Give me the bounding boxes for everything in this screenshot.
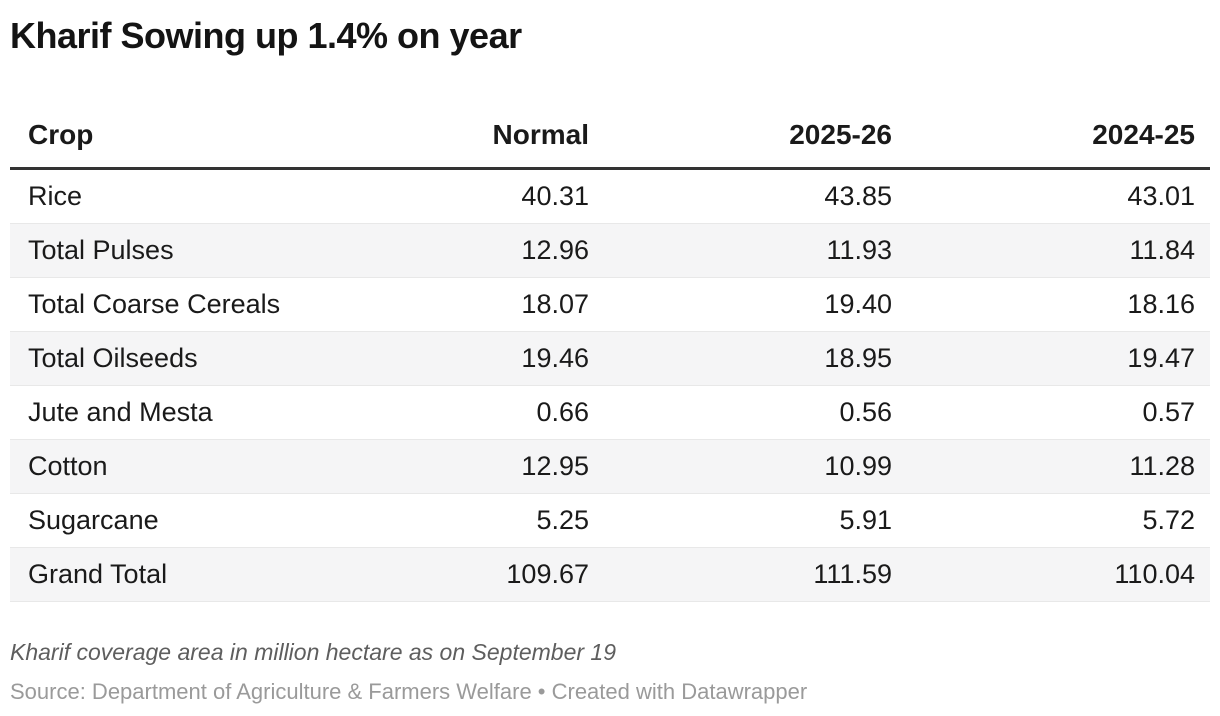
- crop-cell: Total Pulses: [10, 223, 301, 279]
- table-row: Total Pulses 12.96 11.93 11.84: [10, 223, 1210, 279]
- crop-cell: Jute and Mesta: [10, 385, 301, 441]
- crop-cell: Total Oilseeds: [10, 331, 301, 387]
- value-2024-25-cell: 19.47: [907, 331, 1210, 387]
- value-2025-26-cell: 18.95: [604, 331, 907, 387]
- chart-note: Kharif coverage area in million hectare …: [10, 639, 617, 666]
- value-2024-25-cell: 11.84: [907, 223, 1210, 279]
- value-2024-25-cell: 110.04: [907, 547, 1210, 603]
- table-row: Jute and Mesta 0.66 0.56 0.57: [10, 385, 1210, 441]
- normal-cell: 19.46: [301, 331, 604, 387]
- normal-cell: 0.66: [301, 385, 604, 441]
- column-header-2025-26: 2025-26: [604, 95, 907, 171]
- normal-cell: 18.07: [301, 277, 604, 333]
- value-2024-25-cell: 5.72: [907, 493, 1210, 549]
- normal-cell: 12.96: [301, 223, 604, 279]
- value-2024-25-cell: 0.57: [907, 385, 1210, 441]
- value-2025-26-cell: 5.91: [604, 493, 907, 549]
- normal-cell: 40.31: [301, 168, 604, 225]
- value-2024-25-cell: 11.28: [907, 439, 1210, 495]
- table-row: Grand Total 109.67 111.59 110.04: [10, 547, 1210, 603]
- crop-cell: Rice: [10, 168, 301, 225]
- table-row: Cotton 12.95 10.99 11.28: [10, 439, 1210, 495]
- value-2025-26-cell: 11.93: [604, 223, 907, 279]
- value-2025-26-cell: 19.40: [604, 277, 907, 333]
- normal-cell: 109.67: [301, 547, 604, 603]
- crop-cell: Grand Total: [10, 547, 301, 603]
- column-header-2024-25: 2024-25: [907, 95, 1210, 171]
- table-row: Total Oilseeds 19.46 18.95 19.47: [10, 331, 1210, 387]
- table-header-row: Crop Normal 2025-26 2024-25: [10, 95, 1210, 171]
- chart-source: Source: Department of Agriculture & Farm…: [10, 679, 808, 705]
- column-header-crop: Crop: [10, 95, 301, 171]
- crop-cell: Total Coarse Cereals: [10, 277, 301, 333]
- value-2025-26-cell: 111.59: [604, 547, 907, 603]
- value-2025-26-cell: 0.56: [604, 385, 907, 441]
- chart-title: Kharif Sowing up 1.4% on year: [10, 15, 522, 56]
- normal-cell: 12.95: [301, 439, 604, 495]
- crop-cell: Cotton: [10, 439, 301, 495]
- crop-cell: Sugarcane: [10, 493, 301, 549]
- table-row: Total Coarse Cereals 18.07 19.40 18.16: [10, 277, 1210, 333]
- value-2025-26-cell: 10.99: [604, 439, 907, 495]
- table-row: Sugarcane 5.25 5.91 5.72: [10, 493, 1210, 549]
- value-2024-25-cell: 18.16: [907, 277, 1210, 333]
- column-header-normal: Normal: [301, 95, 604, 171]
- table-row: Rice 40.31 43.85 43.01: [10, 168, 1210, 225]
- data-table: Crop Normal 2025-26 2024-25 Rice 40.31 4…: [10, 95, 1210, 603]
- normal-cell: 5.25: [301, 493, 604, 549]
- value-2025-26-cell: 43.85: [604, 168, 907, 225]
- value-2024-25-cell: 43.01: [907, 168, 1210, 225]
